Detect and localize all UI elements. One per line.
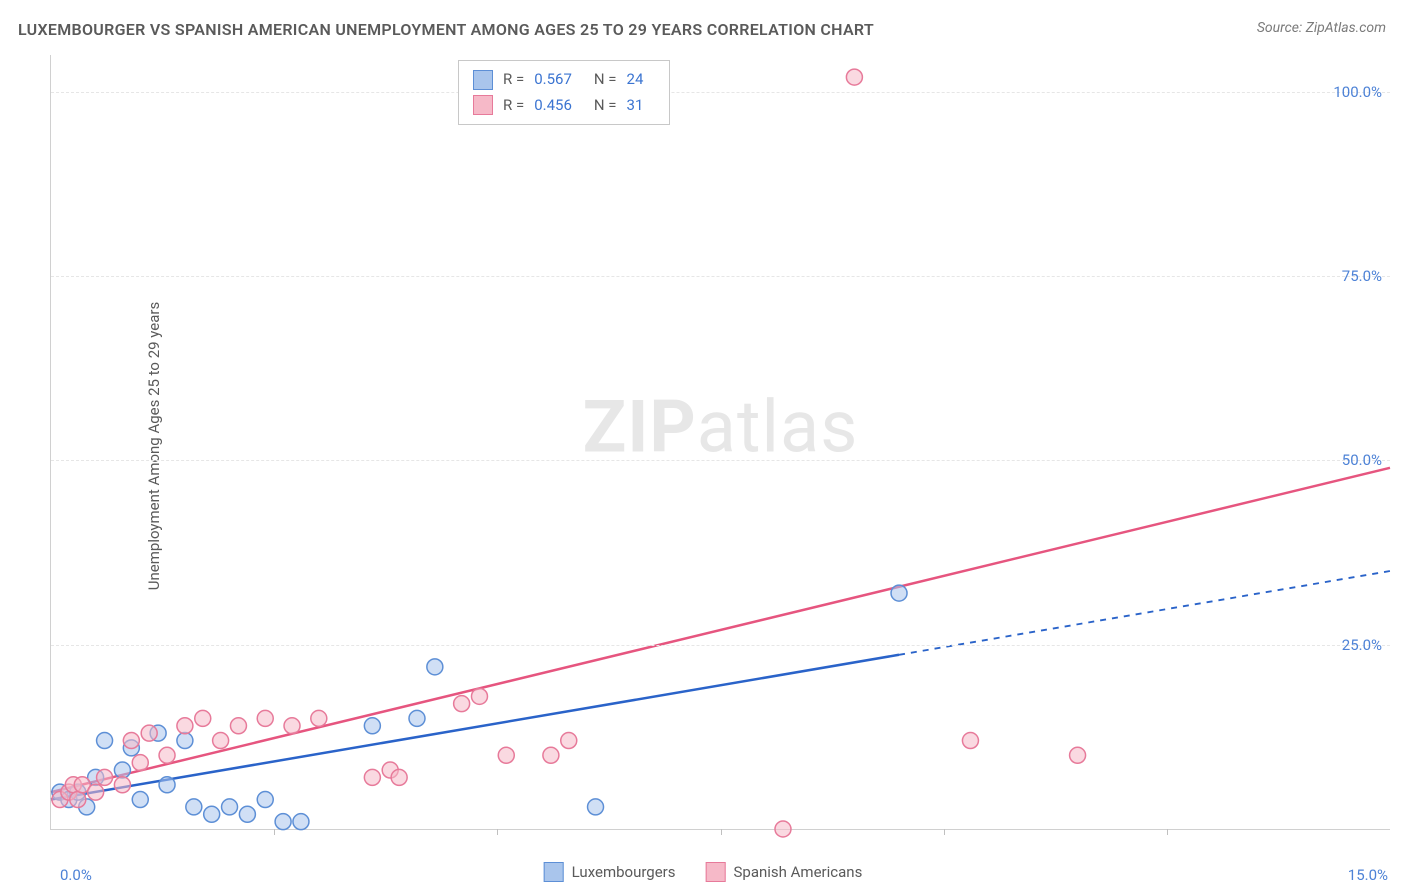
legend-item: Spanish Americans — [706, 862, 863, 882]
data-point — [159, 777, 175, 793]
trend-line — [51, 468, 1390, 792]
data-point — [186, 799, 202, 815]
x-tick-max: 15.0% — [1348, 866, 1388, 884]
data-point — [284, 718, 300, 734]
data-point — [391, 769, 407, 785]
legend-item: Luxembourgers — [544, 862, 676, 882]
data-point — [588, 799, 604, 815]
corr-row: R = 0.567 N = 24 — [473, 67, 655, 93]
data-point — [257, 710, 273, 726]
legend-label: Luxembourgers — [572, 863, 676, 881]
data-point — [213, 733, 229, 749]
plot-area: ZIPatlas 25.0%50.0%75.0%100.0% — [50, 55, 1390, 830]
data-point — [114, 762, 130, 778]
legend-label: Spanish Americans — [734, 863, 863, 881]
n-value: 31 — [627, 93, 644, 119]
y-tick-label: 25.0% — [1342, 636, 1382, 654]
legend-swatch-icon — [706, 862, 726, 882]
data-point — [114, 777, 130, 793]
data-point — [141, 725, 157, 741]
plot-svg — [51, 55, 1390, 829]
data-point — [293, 814, 309, 830]
data-point — [311, 710, 327, 726]
data-point — [239, 806, 255, 822]
data-point — [275, 814, 291, 830]
r-label: R = — [503, 67, 524, 93]
series-legend: Luxembourgers Spanish Americans — [544, 862, 863, 882]
data-point — [177, 718, 193, 734]
data-point — [257, 792, 273, 808]
correlation-legend: R = 0.567 N = 24 R = 0.456 N = 31 — [458, 60, 670, 125]
data-point — [543, 747, 559, 763]
r-value: 0.456 — [534, 93, 572, 119]
r-label: R = — [503, 93, 524, 119]
data-point — [561, 733, 577, 749]
legend-swatch-icon — [544, 862, 564, 882]
data-point — [97, 733, 113, 749]
data-point — [177, 733, 193, 749]
y-tick-label: 75.0% — [1342, 267, 1382, 285]
data-point — [471, 688, 487, 704]
data-point — [230, 718, 246, 734]
data-point — [97, 769, 113, 785]
data-point — [195, 710, 211, 726]
data-point — [409, 710, 425, 726]
legend-swatch-icon — [473, 95, 493, 115]
data-point — [498, 747, 514, 763]
data-point — [159, 747, 175, 763]
data-point — [891, 585, 907, 601]
source-attribution: Source: ZipAtlas.com — [1257, 20, 1386, 36]
data-point — [88, 784, 104, 800]
data-point — [204, 806, 220, 822]
data-point — [132, 792, 148, 808]
data-point — [123, 733, 139, 749]
data-point — [1070, 747, 1086, 763]
legend-swatch-icon — [473, 70, 493, 90]
corr-row: R = 0.456 N = 31 — [473, 93, 655, 119]
x-tick-min: 0.0% — [60, 866, 92, 884]
data-point — [132, 755, 148, 771]
data-point — [454, 696, 470, 712]
data-point — [70, 792, 86, 808]
chart-container: LUXEMBOURGER VS SPANISH AMERICAN UNEMPLO… — [0, 0, 1406, 892]
y-tick-label: 50.0% — [1342, 451, 1382, 469]
r-value: 0.567 — [534, 67, 572, 93]
y-tick-label: 100.0% — [1333, 83, 1382, 101]
data-point — [427, 659, 443, 675]
chart-title: LUXEMBOURGER VS SPANISH AMERICAN UNEMPLO… — [18, 20, 874, 39]
data-point — [846, 69, 862, 85]
n-value: 24 — [627, 67, 644, 93]
data-point — [962, 733, 978, 749]
data-point — [364, 769, 380, 785]
n-label: N = — [594, 93, 617, 119]
data-point — [364, 718, 380, 734]
n-label: N = — [594, 67, 617, 93]
data-point — [775, 821, 791, 837]
data-point — [222, 799, 238, 815]
trend-line-extrapolated — [899, 571, 1390, 655]
